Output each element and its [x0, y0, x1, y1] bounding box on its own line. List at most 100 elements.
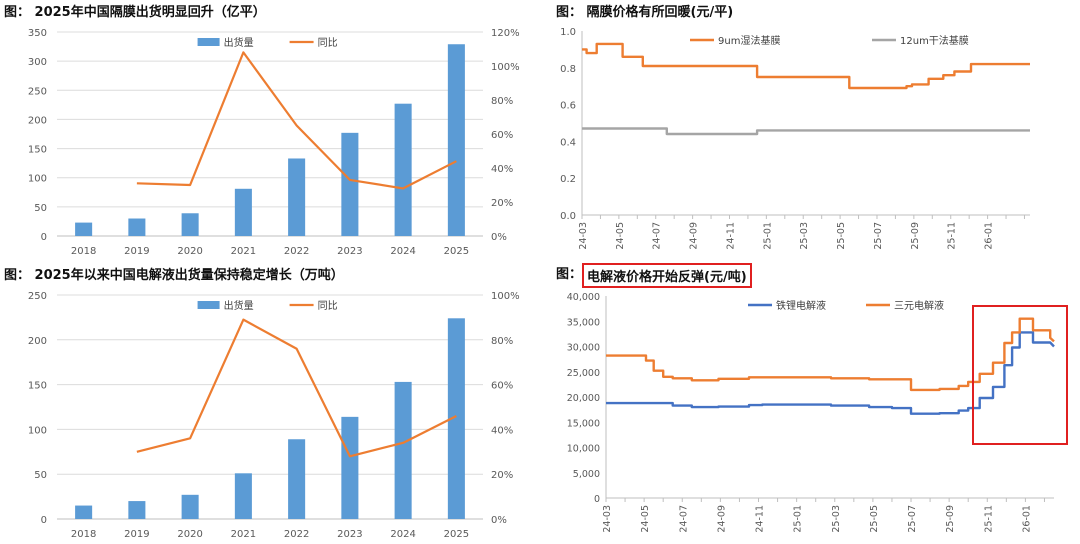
- x-tick-label: 24-11: [725, 222, 736, 250]
- x-tick-label: 2022: [284, 529, 309, 540]
- legend-label: 同比: [318, 300, 338, 312]
- bar: [341, 132, 359, 236]
- highlight-box: [972, 305, 1068, 445]
- electrolyte-price-panel: 图： 电解液价格开始反弹(元/吨) 0 5,000 10,000 15,000 20,0…: [540, 263, 1080, 544]
- electrolyte-shipment-title: 图： 2025年以来中国电解液出货量保持稳定增长（万吨）: [4, 268, 344, 283]
- y2-tick-label: 0%: [491, 232, 507, 243]
- x-tick-label: 25-11: [947, 222, 958, 250]
- x-tick-label: 24-09: [716, 505, 727, 533]
- bar: [128, 218, 146, 236]
- x-tick-label: 2019: [124, 246, 149, 257]
- y-tick-label: 0.0: [560, 211, 576, 222]
- x-tick-label: 2024: [390, 529, 415, 540]
- bar: [288, 439, 306, 519]
- x-tick-label: 2020: [177, 246, 202, 257]
- electrolyte-price-title-prefix: 图：: [556, 267, 583, 282]
- bar: [234, 188, 252, 236]
- legend-swatch-bar: [197, 38, 220, 46]
- yoy-line: [136, 51, 457, 190]
- x-tick-label: 2022: [284, 246, 309, 257]
- y2-tick-label: 40%: [491, 164, 513, 175]
- bar: [75, 505, 93, 519]
- legend-label: 同比: [318, 37, 338, 49]
- bar: [181, 213, 199, 236]
- separator-price-title: 图： 隔膜价格有所回暖(元/平): [556, 5, 734, 20]
- bar: [234, 473, 252, 519]
- y-tick-label: 150: [28, 381, 47, 392]
- x-tick-label: 2018: [71, 246, 96, 257]
- electrolyte-shipment-panel: 图： 2025年以来中国电解液出货量保持稳定增长（万吨） 0 50 100 150 20…: [0, 268, 540, 544]
- bar: [75, 222, 93, 236]
- separator-shipment-chart: 0 50 100 150 200 250 300 350 0% 20% 40% 60% 80% 100% 1…: [28, 28, 520, 257]
- x-tick-label: 2020: [177, 529, 202, 540]
- x-tick-label: 2025: [444, 246, 469, 257]
- bar: [128, 501, 146, 519]
- electrolyte-shipment-chart: 0 50 100 150 200 250 0% 20% 40% 60% 80% 100% 2018 201…: [28, 291, 520, 540]
- y-tick-label: 1.0: [560, 27, 576, 38]
- x-tick-label: 2025: [444, 529, 469, 540]
- y2-tick-label: 80%: [491, 96, 513, 107]
- price-series-line: [606, 331, 1055, 415]
- bar: [394, 103, 412, 236]
- x-tick-label: 24-07: [652, 222, 663, 250]
- bar: [181, 494, 199, 519]
- legend-label: 出货量: [224, 299, 254, 312]
- y-tick-label: 200: [28, 115, 47, 126]
- y-tick-label: 0.4: [560, 137, 576, 148]
- x-tick-label: 24-11: [755, 505, 766, 533]
- y-tick-label: 250: [28, 291, 47, 302]
- y2-tick-label: 20%: [491, 470, 513, 481]
- electrolyte-price-title: 电解液价格开始反弹(元/吨): [582, 263, 752, 288]
- y-tick-label: 40,000: [567, 292, 600, 303]
- y-tick-label: 200: [28, 336, 47, 347]
- x-tick-label: 2024: [390, 246, 415, 257]
- legend-label: 出货量: [224, 36, 254, 49]
- y-tick-label: 0: [41, 515, 47, 526]
- separator-shipment-title: 图： 2025年中国隔膜出货明显回升（亿平）: [4, 5, 266, 20]
- x-tick-label: 2021: [231, 246, 256, 257]
- price-series-line: [582, 42, 1030, 90]
- legend-label: 三元电解液: [894, 299, 944, 312]
- y2-tick-label: 100%: [491, 291, 520, 302]
- price-series-line: [606, 317, 1055, 392]
- x-tick-label: 25-03: [799, 222, 810, 250]
- x-tick-label: 2021: [231, 529, 256, 540]
- y-tick-label: 250: [28, 86, 47, 97]
- yoy-line: [136, 318, 457, 458]
- y-tick-label: 100: [28, 174, 47, 185]
- y2-tick-label: 60%: [491, 381, 513, 392]
- legend-label: 铁锂电解液: [776, 299, 826, 312]
- x-tick-label: 25-11: [983, 505, 994, 533]
- y-tick-label: 100: [28, 425, 47, 436]
- x-tick-label: 24-05: [615, 222, 626, 250]
- y-tick-label: 30,000: [567, 343, 600, 354]
- x-tick-label: 24-03: [602, 505, 613, 533]
- x-tick-label: 24-07: [678, 505, 689, 533]
- x-tick-label: 2023: [337, 529, 362, 540]
- separator-price-chart: 0.0 0.2 0.4 0.6 0.8 1.0 24-03 24-05 24-07 24-09 24…: [560, 27, 1030, 250]
- y-tick-label: 0: [41, 232, 47, 243]
- x-tick-label: 25-01: [793, 505, 804, 533]
- y-tick-label: 150: [28, 145, 47, 156]
- x-tick-label: 25-03: [831, 505, 842, 533]
- separator-price-panel: 图： 隔膜价格有所回暖(元/平) 0.0 0.2 0.4 0.6 0.8 1.0 24-03…: [540, 0, 1080, 268]
- y-tick-label: 300: [28, 57, 47, 68]
- y-tick-label: 0.8: [560, 64, 576, 75]
- electrolyte-price-chart: 0 5,000 10,000 15,000 20,000 25,000 30,000 35,0…: [567, 292, 1068, 533]
- x-tick-label: 26-01: [1021, 505, 1032, 533]
- bar: [341, 416, 359, 519]
- bar: [447, 318, 465, 519]
- y2-tick-label: 20%: [491, 198, 513, 209]
- y-tick-label: 50: [34, 203, 47, 214]
- bar: [447, 44, 465, 236]
- x-tick-label: 24-03: [578, 222, 589, 250]
- x-tick-label: 24-05: [640, 505, 651, 533]
- y-tick-label: 10,000: [567, 444, 600, 455]
- y-tick-label: 0.2: [560, 174, 576, 185]
- x-tick-label: 25-05: [869, 505, 880, 533]
- legend-label: 9um湿法基膜: [718, 34, 780, 47]
- x-tick-label: 25-01: [762, 222, 773, 250]
- y-tick-label: 15,000: [567, 418, 600, 429]
- y2-tick-label: 0%: [491, 515, 507, 526]
- x-tick-label: 25-07: [907, 505, 918, 533]
